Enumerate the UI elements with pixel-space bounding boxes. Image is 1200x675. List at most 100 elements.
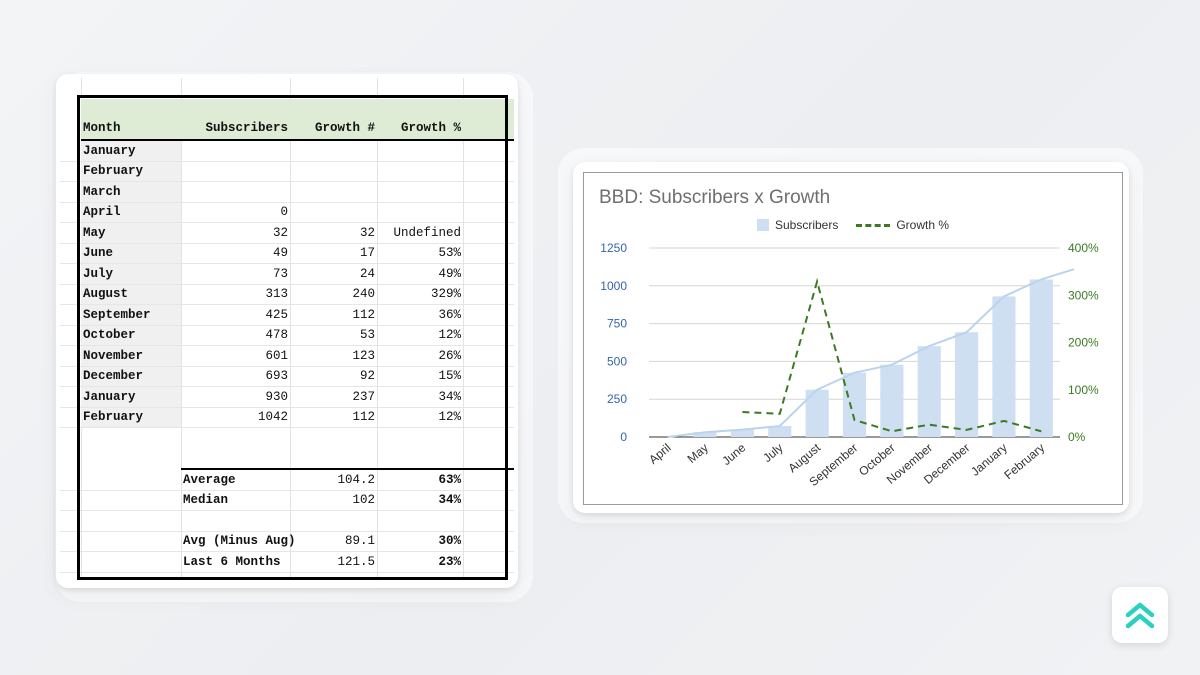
- cell-subscribers[interactable]: 601: [265, 348, 288, 363]
- cell-growth-num[interactable]: 53: [359, 328, 375, 343]
- table-row: September 425 112 36%: [60, 305, 514, 326]
- header-growth-num[interactable]: Growth #: [314, 121, 375, 135]
- stat-value[interactable]: 102: [352, 493, 375, 508]
- cell-subscribers[interactable]: [181, 182, 290, 202]
- cell-month[interactable]: November: [83, 348, 144, 363]
- cell-month[interactable]: July: [83, 266, 114, 281]
- cell-month[interactable]: August: [83, 287, 129, 302]
- double-chevron-up-icon: [1125, 602, 1155, 629]
- right-axis-tick: 400%: [1068, 241, 1099, 255]
- header-growth-pct[interactable]: Growth %: [400, 121, 461, 135]
- cell-month[interactable]: September: [83, 307, 151, 322]
- cell-month[interactable]: May: [83, 225, 106, 240]
- cell-subscribers[interactable]: [181, 162, 290, 182]
- cell-growth-pct[interactable]: [377, 162, 463, 182]
- cell-month[interactable]: February: [83, 164, 144, 179]
- cell-growth-pct[interactable]: 53%: [438, 246, 461, 261]
- cell-growth-num[interactable]: 240: [352, 287, 375, 302]
- cell-month[interactable]: December: [83, 369, 144, 384]
- left-axis-tick: 1000: [600, 279, 627, 293]
- bar-july: [768, 425, 792, 437]
- cell-growth-pct[interactable]: 49%: [438, 266, 461, 281]
- cell-subscribers[interactable]: 73: [272, 266, 288, 281]
- cell-growth-num[interactable]: 123: [352, 348, 375, 363]
- chart-legend: Subscribers Growth %: [584, 218, 1122, 232]
- cell-subscribers[interactable]: 1042: [257, 410, 288, 425]
- table-row: December 693 92 15%: [60, 366, 514, 387]
- cell-subscribers[interactable]: 313: [265, 287, 288, 302]
- chart-title: BBD: Subscribers x Growth: [599, 187, 831, 208]
- cell-growth-num[interactable]: [290, 162, 377, 182]
- stat-pct[interactable]: 30%: [438, 534, 461, 549]
- cell-growth-num[interactable]: 112: [352, 307, 375, 322]
- cell-subscribers[interactable]: 0: [280, 205, 288, 220]
- bar-september: [842, 372, 867, 437]
- stat-value[interactable]: 121.5: [337, 554, 375, 569]
- cell-month[interactable]: January: [83, 143, 136, 158]
- table-row: January: [60, 141, 514, 162]
- stat-pct[interactable]: 34%: [438, 493, 461, 508]
- legend-item-subscribers[interactable]: Subscribers: [756, 218, 839, 232]
- legend-swatch-growth: [856, 223, 891, 227]
- subscriber-trendline: [667, 268, 1075, 438]
- cell-subscribers[interactable]: [181, 141, 290, 161]
- cell-subscribers[interactable]: 930: [265, 389, 288, 404]
- month-cell-shade: [81, 141, 181, 161]
- cell-growth-pct[interactable]: 34%: [438, 389, 461, 404]
- stat-row: Last 6 Months 121.5 23%: [60, 552, 514, 573]
- cell-month[interactable]: February: [83, 410, 144, 425]
- stat-label[interactable]: Avg (Minus Aug): [183, 534, 296, 549]
- left-axis-tick: 1250: [600, 241, 627, 255]
- stat-value[interactable]: 89.1: [344, 534, 375, 549]
- cell-growth-num[interactable]: 32: [359, 225, 375, 240]
- cell-growth-pct[interactable]: 26%: [438, 348, 461, 363]
- stat-label[interactable]: Average: [183, 472, 236, 487]
- cell-growth-pct[interactable]: 36%: [438, 307, 461, 322]
- stat-value[interactable]: 104.2: [337, 472, 375, 487]
- scroll-to-top-button[interactable]: [1112, 587, 1168, 643]
- chart-plot: 0 250 500 750 1000 1250 0% 100% 200% 300% 400% Apri…: [600, 241, 1099, 489]
- cell-growth-num[interactable]: 237: [352, 389, 375, 404]
- cell-month[interactable]: January: [83, 389, 136, 404]
- legend-item-growth[interactable]: Growth %: [856, 218, 949, 232]
- cell-growth-pct[interactable]: 15%: [438, 369, 461, 384]
- cell-growth-num[interactable]: 17: [359, 246, 375, 261]
- cell-growth-num[interactable]: [290, 182, 377, 202]
- growth-pct-line: [742, 277, 1042, 433]
- legend-label-subscribers: Subscribers: [774, 218, 839, 232]
- header-month[interactable]: Month: [83, 121, 121, 135]
- cell-growth-pct[interactable]: [377, 182, 463, 202]
- cell-subscribers[interactable]: 32: [272, 225, 288, 240]
- cell-growth-pct[interactable]: 329%: [430, 287, 461, 302]
- bar-june: [730, 429, 754, 437]
- stat-pct[interactable]: 23%: [438, 554, 461, 569]
- cell-growth-num[interactable]: [290, 141, 377, 161]
- cell-growth-num[interactable]: 112: [352, 410, 375, 425]
- cell-growth-pct[interactable]: [377, 141, 463, 161]
- stat-label[interactable]: Last 6 Months: [183, 554, 281, 569]
- cell-month[interactable]: April: [83, 205, 121, 220]
- cell-subscribers[interactable]: 478: [265, 328, 288, 343]
- header-subscribers[interactable]: Subscribers: [205, 121, 288, 135]
- bar-december: [955, 332, 979, 437]
- cell-growth-num[interactable]: [290, 203, 377, 223]
- bar-october: [880, 364, 904, 437]
- cell-growth-pct[interactable]: 12%: [438, 328, 461, 343]
- cell-month[interactable]: June: [83, 246, 114, 261]
- cell-subscribers[interactable]: 693: [265, 369, 288, 384]
- cell-growth-num[interactable]: 24: [359, 266, 375, 281]
- cell-subscribers[interactable]: 425: [265, 307, 288, 322]
- table-row: March: [60, 182, 514, 203]
- stat-pct[interactable]: 63%: [438, 472, 461, 487]
- cell-growth-pct[interactable]: 12%: [438, 410, 461, 425]
- cell-month[interactable]: October: [83, 328, 136, 343]
- cell-subscribers[interactable]: 49: [272, 246, 288, 261]
- cell-growth-pct[interactable]: [377, 203, 463, 223]
- cell-growth-num[interactable]: 92: [359, 369, 375, 384]
- cell-growth-pct[interactable]: Undefined: [393, 225, 461, 240]
- x-axis-tick: April: [646, 441, 673, 467]
- cell-month[interactable]: March: [83, 184, 121, 199]
- chart-frame: BBD: Subscribers x Growth Subscribers Gr…: [583, 172, 1123, 505]
- stat-label[interactable]: Median: [183, 493, 229, 508]
- table-row: October 478 53 12%: [60, 325, 514, 346]
